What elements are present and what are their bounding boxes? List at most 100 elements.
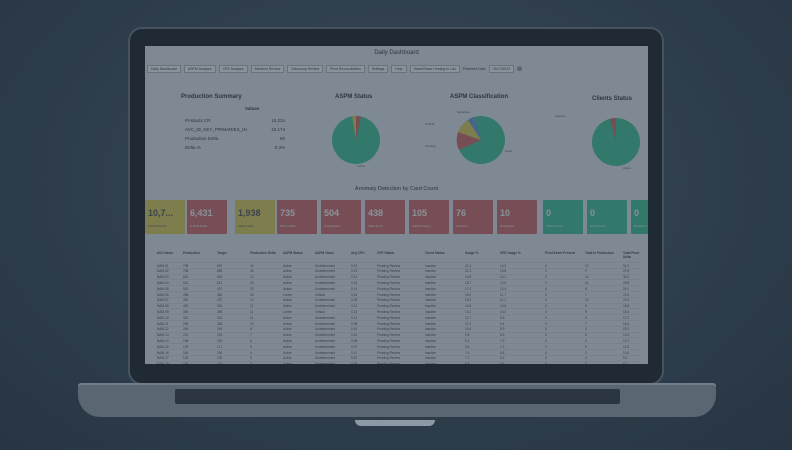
summary-row: Delta % 0.3%	[185, 145, 285, 150]
anomaly-card-label: Not Present	[590, 224, 606, 228]
anomaly-card[interactable]: 76 Orphans	[453, 200, 493, 234]
summary-label: Delta %	[185, 145, 201, 150]
anomaly-card[interactable]: 10,7... Total Records	[145, 200, 185, 234]
anomaly-card-label: Duplicates	[500, 224, 515, 228]
anomaly-card-label: Resolved	[634, 224, 647, 228]
table-cell: 115	[217, 362, 222, 364]
table-row[interactable]: NAM-18 118 115 3 Active Undetermined 0.08 Pendi…	[155, 360, 640, 364]
summary-row: Production Delta 60	[185, 136, 285, 141]
anomaly-card[interactable]: 0 Resolved	[631, 200, 648, 234]
anomaly-card-value: 0	[546, 208, 552, 218]
pie-label: Critical	[425, 122, 435, 126]
nav-settings[interactable]: Settings	[367, 65, 389, 73]
summary-label: Products CR	[185, 118, 211, 123]
clients-status-pie[interactable]	[590, 116, 642, 168]
anomaly-card[interactable]: 1,938 Major Delta	[235, 200, 275, 234]
pie-label: Moderate	[457, 110, 470, 114]
pie-label: Active	[357, 164, 366, 168]
dashboard-title: Daily Dashboard	[374, 50, 419, 56]
anomaly-card[interactable]: 438 Stale Items	[365, 200, 405, 234]
laptop-lip	[355, 420, 435, 426]
pie-label: Pending	[425, 144, 437, 148]
table-cell: Inactive	[425, 362, 436, 364]
nav-manifest-review[interactable]: Manifest Review	[250, 65, 285, 73]
nav-help[interactable]: Help	[391, 65, 407, 73]
anomaly-card-value: 1,938	[238, 208, 261, 218]
table-column-header[interactable]: ASPM Status	[283, 251, 303, 255]
table-cell: 6.5	[465, 362, 469, 364]
anomaly-title: Anomaly Detection by Card Count	[354, 186, 439, 192]
aspm-status-pie[interactable]	[330, 114, 382, 166]
anomaly-card-value: 105	[412, 208, 428, 218]
nav-pivot-reconciliation[interactable]: Pivot Reconciliation	[326, 65, 365, 73]
aspm-classification-title: ASPM Classification	[450, 94, 509, 100]
anomaly-card-label: Orphans	[456, 224, 468, 228]
table-column-header[interactable]: Total Pivot Delta	[623, 251, 640, 259]
production-summary-title: Production Summary	[181, 94, 242, 100]
table-cell: 118	[183, 362, 188, 364]
table-column-header[interactable]: Pivot Event Present	[545, 251, 575, 255]
anomaly-cards: 10,7... Total Records 6,431 Critical Delta 1…	[145, 200, 648, 236]
anomaly-card[interactable]: 504 Unassigned	[321, 200, 361, 234]
anomaly-card-value: 504	[324, 208, 340, 218]
nav-daily-dashboard[interactable]: Daily Dashboard	[147, 65, 181, 73]
date-picker[interactable]: 03/17/2023	[488, 65, 515, 73]
anomaly-card-value: 735	[280, 208, 296, 218]
table-cell: 0.08	[351, 362, 357, 364]
table-cell: 0	[545, 362, 547, 364]
anomaly-card-value: 0	[634, 208, 640, 218]
anomaly-card[interactable]: 6,431 Critical Delta	[187, 200, 227, 234]
table-column-header[interactable]: CPE Usage %	[500, 251, 521, 255]
anomaly-card-value: 76	[456, 208, 467, 218]
table-column-header[interactable]: Production Delta	[250, 251, 276, 255]
table-cell: Undetermined	[315, 362, 335, 364]
anomaly-card[interactable]: 105 Inactive Items	[409, 200, 449, 234]
table-column-header[interactable]: AVC Name	[157, 251, 174, 255]
nav-discovery-review[interactable]: Discovery Review	[287, 65, 324, 73]
anomaly-card-label: Total Correct	[546, 224, 564, 228]
anomaly-card[interactable]: 735 Minor Delta	[277, 200, 317, 234]
anomaly-card-value: 10	[500, 208, 511, 218]
summary-label: Production Delta	[185, 136, 219, 141]
anomaly-card-value: 10,7...	[148, 208, 174, 218]
summary-row: Products CR 10,234	[185, 118, 285, 123]
table-cell: 3	[250, 362, 252, 364]
summary-row: AVC_ID_KEY_PRIMARIES_IN 10,174	[185, 127, 285, 132]
summary-value: 10,174	[271, 127, 285, 132]
laptop-keyboard	[175, 389, 620, 404]
anomaly-card-label: Stale Items	[368, 224, 384, 228]
table-column-header[interactable]: ASPM Class	[315, 251, 334, 255]
pie-label: Good	[505, 149, 513, 153]
table-column-header[interactable]: Total in Production	[585, 251, 614, 255]
summary-value: 0.3%	[274, 145, 285, 150]
table-cell: 3	[585, 362, 587, 364]
anomaly-card-label: Major Delta	[238, 224, 254, 228]
calendar-icon[interactable]: ▤	[517, 66, 522, 72]
summary-label: AVC_ID_KEY_PRIMARIES_IN	[185, 127, 247, 132]
pie-label: Inactive	[555, 114, 566, 118]
table-cell: 8.7	[623, 362, 627, 364]
summary-col-header: Values	[245, 106, 260, 111]
table-column-header[interactable]: Target	[217, 251, 227, 255]
anomaly-card-value: 438	[368, 208, 384, 218]
anomaly-card-value: 0	[590, 208, 596, 218]
anomaly-card[interactable]: 10 Duplicates	[497, 200, 537, 234]
table-column-header[interactable]: Production	[183, 251, 200, 255]
anomaly-card-label: Inactive Items	[412, 224, 431, 228]
anomaly-card[interactable]: 0 Not Present	[587, 200, 627, 234]
table-cell: 5.6	[500, 362, 504, 364]
table-cell: NAM-18	[157, 362, 169, 364]
summary-value: 10,234	[271, 118, 285, 123]
table-column-header[interactable]: Client Status	[425, 251, 445, 255]
nav-cpe-analysis[interactable]: CPE Analysis	[218, 65, 248, 73]
anomaly-card[interactable]: 0 Total Correct	[543, 200, 583, 234]
aspm-classification-pie[interactable]	[455, 114, 507, 166]
nav-aspm-analysis[interactable]: ASPM Analysis	[183, 65, 216, 73]
table-column-header[interactable]: CPE Status	[377, 251, 395, 255]
table-column-header[interactable]: Usage %	[465, 251, 479, 255]
table-column-header[interactable]: Avg CPU	[351, 251, 365, 255]
nav-raise-hosting[interactable]: Raise/Raise Hosting to List	[409, 65, 460, 73]
aspm-status-title: ASPM Status	[335, 94, 373, 100]
table-cell: Active	[283, 362, 292, 364]
anomaly-card-label: Minor Delta	[280, 224, 296, 228]
